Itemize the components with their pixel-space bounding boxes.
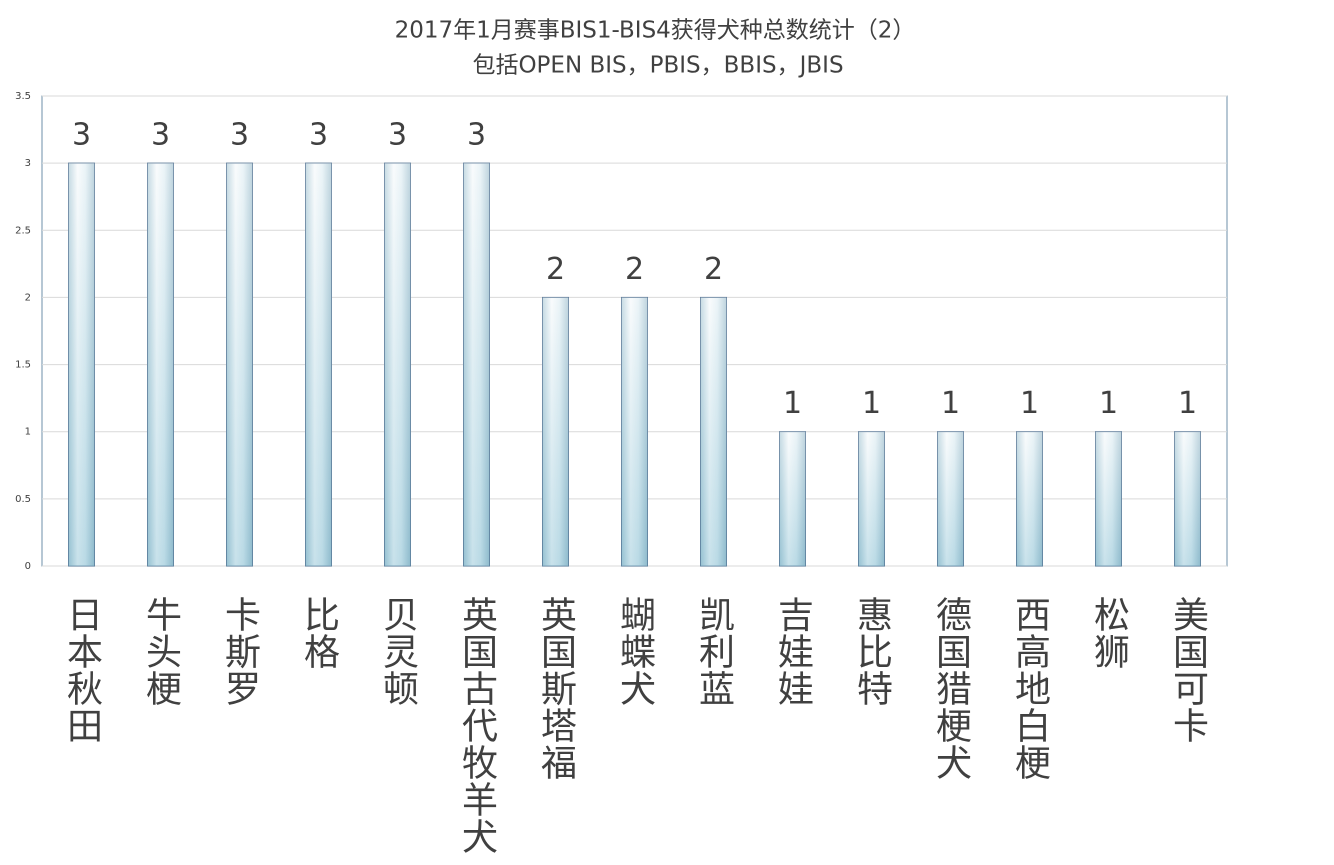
y-tick-label: 3.5 <box>15 91 31 102</box>
x-tick-label: 德国猎梗犬 <box>930 596 971 781</box>
y-tick-label: 3 <box>25 158 31 169</box>
bar-shade <box>68 163 95 566</box>
data-label: 3 <box>230 118 249 153</box>
y-tick-label: 1 <box>25 427 31 438</box>
y-tick-label: 1.5 <box>15 360 31 371</box>
bar-shade <box>147 163 174 566</box>
bar-shade <box>463 163 490 566</box>
y-tick-label: 2.5 <box>15 225 31 236</box>
bar-shade <box>305 163 332 566</box>
bar-shade <box>858 431 885 566</box>
x-tick-label: 西高地白梗 <box>1009 596 1050 781</box>
x-tick-label: 美国可卡 <box>1167 596 1208 744</box>
data-label: 2 <box>625 252 644 287</box>
bar-shade <box>1095 431 1122 566</box>
data-label: 3 <box>388 118 407 153</box>
x-tick-label: 贝灵顿 <box>377 596 418 707</box>
y-tick-label: 0.5 <box>15 494 31 505</box>
data-label: 2 <box>704 252 723 287</box>
data-label: 3 <box>151 118 170 153</box>
x-tick-label: 松狮 <box>1088 596 1129 670</box>
bar-shade <box>384 163 411 566</box>
data-label: 1 <box>862 386 881 421</box>
x-tick-label: 惠比特 <box>851 596 892 707</box>
data-label: 3 <box>72 118 91 153</box>
bar-shade <box>542 297 569 566</box>
bar-shade <box>1174 431 1201 566</box>
x-tick-label: 英国古代牧羊犬 <box>456 596 498 855</box>
x-tick-label: 吉娃娃 <box>772 596 813 707</box>
x-tick-label: 比格 <box>298 596 339 670</box>
chart-title: 2017年1月赛事BIS1-BIS4获得犬种总数统计（2） <box>395 18 916 44</box>
bar-shade <box>621 297 648 566</box>
x-tick-label: 凯利蓝 <box>693 596 735 707</box>
x-tick-label: 英国斯塔福 <box>535 596 577 781</box>
data-label: 1 <box>1178 386 1197 421</box>
bar-shade <box>226 163 253 566</box>
data-label: 1 <box>941 386 960 421</box>
bar-shade <box>937 431 964 566</box>
y-tick-label: 0 <box>25 561 31 572</box>
bar-shade <box>779 431 806 566</box>
x-tick-label: 日本秋田 <box>61 596 103 744</box>
bar-shade <box>700 297 727 566</box>
data-label: 3 <box>309 118 328 153</box>
x-tick-label: 卡斯罗 <box>219 596 260 707</box>
y-tick-label: 2 <box>25 292 31 303</box>
data-label: 1 <box>783 386 802 421</box>
data-label: 1 <box>1099 386 1118 421</box>
data-label: 1 <box>1020 386 1039 421</box>
data-label: 3 <box>467 118 486 153</box>
x-tick-label: 牛头梗 <box>140 596 181 707</box>
x-tick-label: 蝴蝶犬 <box>614 596 655 707</box>
bar-shade <box>1016 431 1043 566</box>
data-label: 2 <box>546 252 565 287</box>
chart-subtitle: 包括OPEN BIS，PBIS，BBIS，JBIS <box>472 53 843 79</box>
